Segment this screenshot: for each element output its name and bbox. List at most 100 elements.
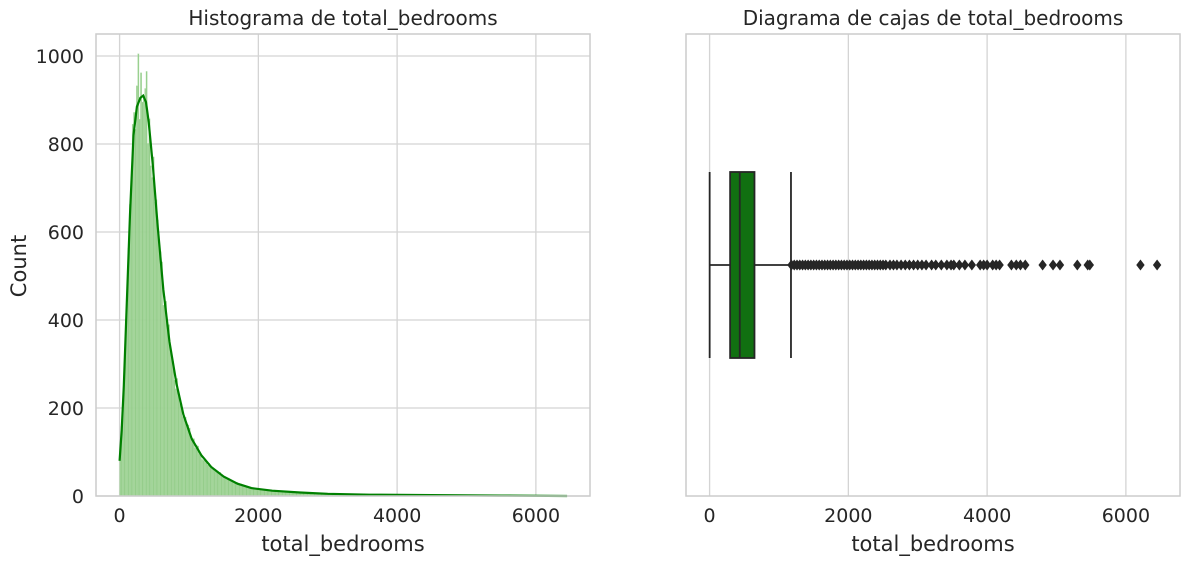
boxplot-outlier xyxy=(995,259,1004,271)
histogram-bar xyxy=(133,112,136,497)
histogram-bar xyxy=(134,129,137,497)
histogram-bar xyxy=(199,453,202,497)
histogram-bar xyxy=(220,474,223,497)
histogram-x-tick-label: 4000 xyxy=(373,505,421,527)
histogram-bar xyxy=(140,72,142,497)
histogram-bar xyxy=(198,453,201,497)
histogram-bar xyxy=(186,426,188,497)
histogram-bar xyxy=(148,118,151,497)
histogram-bar xyxy=(208,463,210,497)
histogram-bar xyxy=(245,486,248,497)
histogram-bar xyxy=(179,403,181,497)
boxplot-x-tick-label: 0 xyxy=(704,505,716,527)
histogram-x-ticks: 0 2000 4000 6000 xyxy=(114,505,561,527)
histogram-title: Histograma de total_bedrooms xyxy=(188,6,497,30)
histogram-bar xyxy=(143,95,145,497)
histogram-y-tick-label: 400 xyxy=(48,310,84,332)
boxplot-outlier xyxy=(921,259,931,271)
histogram-y-ticks: 0 200 400 600 800 1000 xyxy=(36,46,84,508)
histogram-bar xyxy=(188,427,191,497)
boxplot-x-tick-label: 2000 xyxy=(824,505,872,527)
boxplot-chart: 0 2000 4000 6000 Diagrama de cajas de total… xyxy=(685,6,1181,557)
histogram-bar xyxy=(155,199,158,497)
histogram-bar xyxy=(137,53,140,497)
histogram-bar xyxy=(233,482,235,497)
histogram-bar xyxy=(192,438,195,497)
boxplot-x-tick-label: 6000 xyxy=(1102,505,1150,527)
boxplot-outlier xyxy=(1136,259,1145,271)
histogram-bar xyxy=(170,356,173,497)
histogram-bar xyxy=(262,489,265,497)
histogram-bar xyxy=(254,488,256,497)
boxplot-outlier xyxy=(1055,259,1065,271)
boxplot-frame xyxy=(685,33,1181,497)
histogram-chart: 0 2000 4000 6000 0 200 400 600 800 1000 Histogra… xyxy=(7,6,591,557)
histogram-bar xyxy=(269,490,271,497)
histogram-bar xyxy=(204,459,206,497)
histogram-bar xyxy=(212,468,215,497)
histogram-bar xyxy=(180,403,183,497)
histogram-bar xyxy=(241,485,244,497)
histogram-bar xyxy=(181,416,184,497)
histogram-bar xyxy=(209,467,212,497)
histogram-frame xyxy=(95,33,591,497)
histogram-x-tick-label: 0 xyxy=(114,505,126,527)
boxplot-iqr-box xyxy=(729,171,756,359)
histogram-bar xyxy=(174,388,177,497)
histogram-bar xyxy=(222,476,224,497)
histogram-bar xyxy=(176,378,179,497)
boxplot-x-label: total_bedrooms xyxy=(851,532,1014,557)
histogram-bar xyxy=(216,470,219,497)
boxplot-outlier xyxy=(982,259,992,271)
histogram-bar xyxy=(141,101,144,497)
histogram-bar xyxy=(215,470,217,497)
histogram-bar xyxy=(237,483,240,497)
boxplot-outlier xyxy=(937,259,946,271)
histogram-bar xyxy=(130,184,133,497)
boxplot-outlier xyxy=(1007,259,1016,271)
histogram-bar xyxy=(159,251,162,497)
histogram-y-tick-label: 600 xyxy=(48,222,84,244)
histogram-bar xyxy=(194,447,197,497)
boxplot-x-ticks: 0 2000 4000 6000 xyxy=(704,505,1151,527)
histogram-bar xyxy=(169,348,172,497)
histogram-bar xyxy=(187,424,190,497)
boxplot-outlier xyxy=(1085,259,1095,271)
boxplot-outlier xyxy=(1152,259,1162,271)
boxplot-outlier xyxy=(1016,259,1025,271)
histogram-bar xyxy=(231,480,234,497)
histogram-bar xyxy=(190,437,192,497)
boxplot-outliers xyxy=(787,259,1162,271)
boxplot-x-tick-label: 4000 xyxy=(963,505,1011,527)
boxplot-outlier xyxy=(955,259,964,271)
histogram-bar xyxy=(217,473,220,497)
histogram-bar xyxy=(213,470,216,497)
histogram-x-label: total_bedrooms xyxy=(261,532,424,557)
histogram-bar xyxy=(168,324,170,497)
histogram-bar xyxy=(197,445,199,497)
histogram-bar xyxy=(138,119,141,497)
histogram-bar xyxy=(144,88,147,497)
histogram-bar xyxy=(183,418,185,497)
histogram-y-tick-label: 800 xyxy=(48,134,84,156)
histogram-bar xyxy=(151,177,154,497)
histogram-bar xyxy=(227,477,230,497)
histogram-y-tick-label: 200 xyxy=(48,398,84,420)
histogram-bar xyxy=(149,165,152,497)
histogram-bar xyxy=(249,488,252,497)
histogram-bar xyxy=(202,460,205,497)
histogram-bar xyxy=(234,482,237,497)
histogram-bar xyxy=(195,444,198,497)
histogram-bar xyxy=(219,472,222,497)
histogram-bar xyxy=(154,201,156,497)
histogram-y-tick-label: 0 xyxy=(72,486,84,508)
histogram-bar xyxy=(184,417,187,497)
histogram-bar xyxy=(242,486,245,497)
histogram-bar xyxy=(172,361,174,497)
boxplot-outlier xyxy=(960,259,970,271)
boxplot-outlier xyxy=(949,259,959,271)
histogram-bar xyxy=(226,478,228,497)
histogram-bar xyxy=(152,156,155,497)
histogram-bar xyxy=(201,459,203,497)
histogram-bar xyxy=(205,462,208,497)
